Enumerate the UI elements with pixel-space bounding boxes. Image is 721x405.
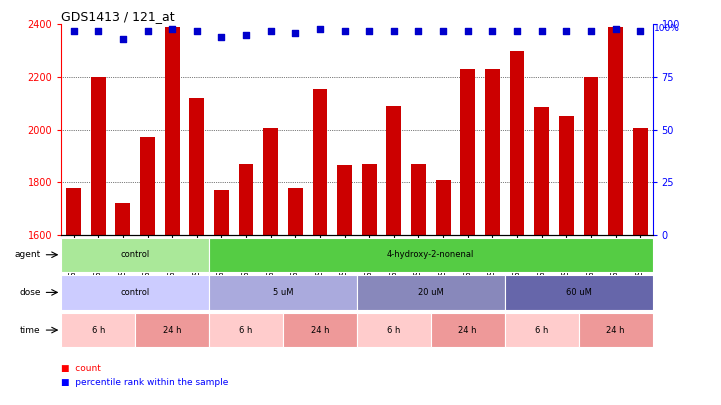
Bar xyxy=(61,238,209,272)
Bar xyxy=(337,165,352,235)
Bar xyxy=(362,164,376,235)
Text: dose: dose xyxy=(19,288,40,297)
Point xyxy=(142,28,154,34)
Point xyxy=(117,36,128,42)
Text: control: control xyxy=(120,250,150,259)
Point xyxy=(167,25,178,32)
Bar xyxy=(283,313,357,347)
Text: 24 h: 24 h xyxy=(163,326,182,335)
Point xyxy=(388,28,399,34)
Point xyxy=(191,28,203,34)
Bar xyxy=(140,138,155,235)
Bar xyxy=(609,27,623,235)
Bar xyxy=(61,275,209,309)
Bar xyxy=(505,275,653,309)
Bar xyxy=(357,313,431,347)
Bar xyxy=(633,128,647,235)
Text: 60 uM: 60 uM xyxy=(566,288,591,297)
Text: 24 h: 24 h xyxy=(311,326,329,335)
Bar xyxy=(431,313,505,347)
Bar xyxy=(209,275,357,309)
Bar xyxy=(288,188,303,235)
Point xyxy=(92,28,104,34)
Bar xyxy=(357,275,505,309)
Point xyxy=(216,34,227,40)
Text: 6 h: 6 h xyxy=(535,326,549,335)
Bar xyxy=(263,128,278,235)
Point xyxy=(462,28,474,34)
Bar xyxy=(435,180,451,235)
Bar xyxy=(91,77,105,235)
Bar xyxy=(115,203,131,235)
Text: 20 uM: 20 uM xyxy=(418,288,443,297)
Text: 6 h: 6 h xyxy=(92,326,105,335)
Text: 100%: 100% xyxy=(654,24,680,33)
Bar xyxy=(313,89,327,235)
Point xyxy=(487,28,498,34)
Bar xyxy=(460,69,475,235)
Text: 5 uM: 5 uM xyxy=(273,288,293,297)
Bar xyxy=(510,51,524,235)
Text: agent: agent xyxy=(14,250,40,259)
Point xyxy=(265,28,276,34)
Text: time: time xyxy=(20,326,40,335)
Text: 24 h: 24 h xyxy=(606,326,625,335)
Point xyxy=(290,30,301,36)
Bar xyxy=(386,106,401,235)
Text: control: control xyxy=(120,288,150,297)
Bar xyxy=(578,313,653,347)
Point xyxy=(585,28,597,34)
Bar xyxy=(214,190,229,235)
Bar xyxy=(485,69,500,235)
Bar xyxy=(239,164,254,235)
Point xyxy=(438,28,449,34)
Bar xyxy=(164,27,180,235)
Text: 6 h: 6 h xyxy=(239,326,253,335)
Text: 24 h: 24 h xyxy=(459,326,477,335)
Bar xyxy=(61,313,136,347)
Point xyxy=(314,25,326,32)
Bar xyxy=(190,98,204,235)
Text: 4-hydroxy-2-nonenal: 4-hydroxy-2-nonenal xyxy=(387,250,474,259)
Point xyxy=(610,25,622,32)
Point xyxy=(560,28,572,34)
Point xyxy=(412,28,424,34)
Point xyxy=(363,28,375,34)
Text: ■  percentile rank within the sample: ■ percentile rank within the sample xyxy=(61,378,229,387)
Bar xyxy=(505,313,578,347)
Point xyxy=(634,28,646,34)
Bar xyxy=(66,188,81,235)
Text: ■  count: ■ count xyxy=(61,364,101,373)
Point xyxy=(339,28,350,34)
Point xyxy=(240,32,252,38)
Bar xyxy=(136,313,209,347)
Bar xyxy=(534,107,549,235)
Bar xyxy=(209,238,653,272)
Text: 6 h: 6 h xyxy=(387,326,401,335)
Point xyxy=(536,28,547,34)
Bar xyxy=(583,77,598,235)
Bar xyxy=(559,117,574,235)
Text: GDS1413 / 121_at: GDS1413 / 121_at xyxy=(61,10,175,23)
Point xyxy=(68,28,79,34)
Point xyxy=(511,28,523,34)
Bar xyxy=(209,313,283,347)
Bar xyxy=(411,164,426,235)
